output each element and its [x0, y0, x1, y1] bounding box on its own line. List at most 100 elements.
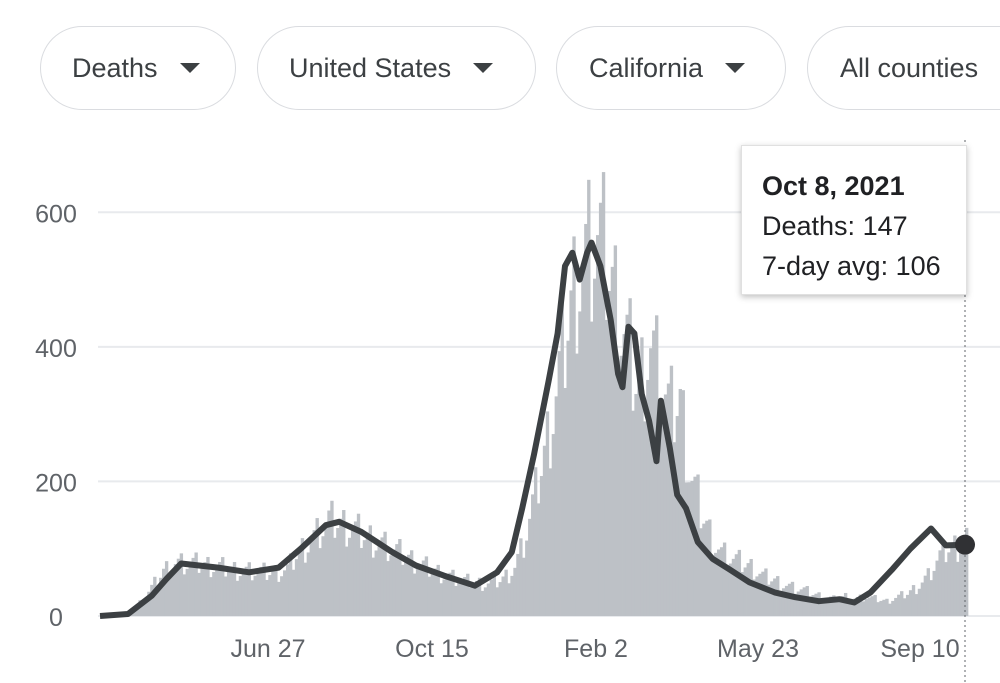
daily-bar — [200, 567, 204, 616]
daily-bar — [640, 337, 644, 616]
daily-bar — [197, 572, 201, 616]
county-dropdown[interactable]: All counties — [807, 26, 1000, 110]
daily-bar — [522, 557, 526, 616]
daily-bar — [841, 596, 845, 616]
daily-bar — [300, 538, 305, 616]
daily-bar — [702, 523, 706, 616]
daily-bar — [743, 567, 747, 616]
daily-bar — [740, 572, 744, 616]
daily-bar — [897, 594, 901, 616]
daily-bar — [265, 579, 269, 616]
daily-bar — [268, 575, 272, 616]
daily-bar — [398, 539, 402, 616]
daily-bar — [690, 480, 694, 616]
daily-bar — [646, 379, 650, 616]
x-tick-label: Jun 27 — [230, 635, 305, 663]
daily-bar — [616, 379, 620, 616]
country-dropdown[interactable]: United States — [257, 26, 536, 110]
daily-bar — [495, 587, 499, 616]
daily-bar — [719, 547, 724, 616]
daily-bar — [905, 594, 910, 616]
daily-bar — [430, 572, 435, 616]
daily-bar — [156, 585, 160, 616]
daily-bar — [380, 537, 384, 616]
daily-bar — [463, 577, 467, 616]
daily-bar — [244, 566, 249, 616]
daily-bar — [838, 599, 842, 616]
daily-bar — [717, 549, 721, 616]
daily-bar — [734, 554, 739, 616]
daily-bar — [185, 568, 189, 616]
daily-bar — [395, 544, 399, 616]
daily-bar — [900, 591, 904, 616]
daily-bar — [761, 571, 765, 616]
daily-bar — [920, 582, 925, 616]
daily-bar — [445, 576, 449, 616]
daily-bar — [637, 379, 641, 616]
daily-bar — [835, 601, 839, 616]
daily-bar — [312, 530, 316, 616]
daily-bar — [448, 572, 452, 616]
daily-bar — [781, 588, 786, 616]
daily-bar — [545, 411, 550, 616]
daily-bar — [415, 568, 420, 616]
daily-bar — [141, 603, 145, 616]
daily-bar — [657, 423, 662, 616]
metric-dropdown[interactable]: Deaths — [40, 26, 236, 110]
tooltip-deaths-label: Deaths: — [762, 211, 856, 241]
daily-bar — [728, 563, 733, 616]
daily-bar — [578, 311, 582, 616]
state-dropdown[interactable]: California — [556, 26, 786, 110]
daily-bar — [241, 571, 246, 616]
daily-bar — [737, 549, 742, 616]
daily-bar — [483, 587, 488, 616]
daily-bar — [457, 582, 461, 616]
daily-bar — [283, 570, 287, 616]
daily-bar — [386, 561, 390, 616]
state-dropdown-label: California — [589, 52, 704, 83]
daily-bar — [929, 580, 933, 616]
daily-bar — [404, 559, 408, 616]
daily-bar — [407, 554, 411, 616]
daily-bar — [959, 552, 963, 616]
deaths-chart[interactable]: 0 200 400 600 Jun 27 Oct 15 Feb 2 May 23 Sep 10 — [0, 120, 1000, 683]
daily-bar — [274, 565, 278, 616]
daily-bar — [888, 603, 892, 616]
daily-bar — [625, 314, 629, 616]
daily-bar — [675, 416, 680, 616]
tooltip-avg-value: 106 — [895, 251, 941, 281]
daily-bar — [572, 236, 576, 616]
daily-bar — [356, 513, 361, 616]
daily-bar — [285, 564, 290, 616]
daily-bar — [167, 578, 172, 616]
daily-bar — [604, 319, 609, 616]
daily-bar — [746, 563, 750, 616]
daily-bar — [427, 576, 432, 616]
daily-bar — [725, 568, 730, 616]
daily-bar — [926, 568, 930, 616]
daily-bar — [711, 557, 715, 616]
caret-down-icon — [725, 63, 746, 73]
daily-bar — [418, 564, 423, 616]
daily-bar — [309, 541, 313, 616]
daily-bar — [536, 503, 541, 616]
daily-bar — [477, 577, 482, 616]
daily-bar — [796, 591, 801, 616]
daily-bar — [460, 580, 464, 616]
daily-bar — [882, 599, 886, 616]
daily-bar — [566, 340, 570, 616]
daily-bar — [247, 562, 251, 616]
country-dropdown-label: United States — [289, 52, 452, 83]
daily-bar — [861, 601, 866, 616]
daily-bar — [569, 290, 573, 616]
daily-bar — [439, 583, 443, 616]
daily-bar — [938, 550, 942, 616]
daily-bar — [923, 575, 928, 616]
daily-bar — [226, 571, 231, 616]
daily-bar — [365, 532, 370, 616]
daily-bar — [342, 510, 346, 616]
daily-bar — [684, 482, 688, 616]
daily-bar — [433, 568, 437, 616]
daily-bar — [303, 562, 308, 616]
daily-bar — [362, 540, 367, 616]
